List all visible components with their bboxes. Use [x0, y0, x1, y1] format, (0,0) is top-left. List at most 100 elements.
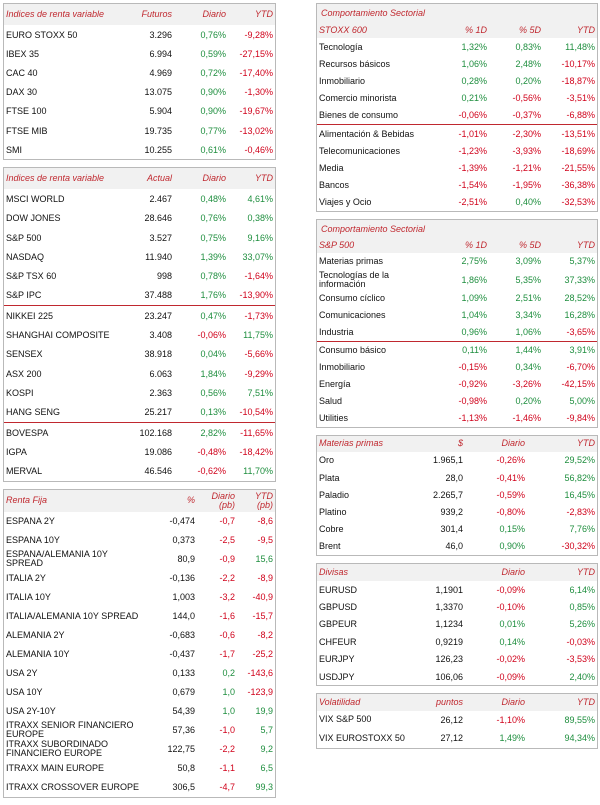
row-value: 33,07% [242, 251, 273, 262]
column-header: YTD (pb) [255, 491, 273, 510]
column-header: Índices de renta variable [6, 174, 105, 184]
row-label: FTSE 100 [6, 106, 47, 117]
row-label: SMI [6, 144, 23, 155]
row-value: -0,48% [197, 446, 226, 457]
row-value: 11,75% [243, 330, 273, 341]
table-row: Recursos básicos 1,06% 2,48% -10,17% [317, 55, 597, 72]
section-title: Comportamiento Sectorial [317, 219, 597, 238]
row-value: 1,0 [222, 706, 235, 717]
row-value: 3,34% [515, 310, 541, 321]
row-value: -0,37% [512, 110, 541, 121]
row-label: USA 2Y-10Y [6, 706, 56, 716]
row-value: 89,55% [564, 714, 595, 725]
row-value: -1,95% [512, 180, 541, 191]
row-label: ESPAÑA 10Y [6, 535, 60, 545]
column-header: % 1D [464, 240, 487, 250]
row-label: VIX EUROSTOXX 50 [319, 733, 405, 743]
row-label: ITALIA 2Y [6, 573, 46, 583]
column-header: YTD [577, 25, 595, 35]
table-row: Inmobiliario -0,15% 0,34% -6,70% [317, 359, 597, 376]
row-label: Tecnología [319, 41, 363, 52]
row-label: Telecomunicaciones [319, 145, 401, 156]
row-label: Inmobiliario [319, 362, 366, 372]
row-value: 3.296 [149, 29, 172, 40]
row-value: 0,47% [200, 310, 226, 321]
column-header: $ [457, 439, 463, 449]
row-label: KOSPI [6, 387, 34, 398]
table-header: Índices de renta variable Futuros Diario YT… [4, 4, 275, 25]
row-label: DOW JONES [6, 213, 61, 224]
column-header: Futuros [141, 10, 172, 19]
fx-table: Divisas Diario YTD EURUSD 1,1901 -0,09% 6,14% G… [316, 563, 598, 687]
row-value: -19,67% [239, 106, 273, 117]
row-value: -0,06% [197, 330, 226, 341]
row-label: Consumo básico [319, 345, 387, 355]
row-label: NIKKEI 225 [6, 310, 54, 321]
row-label: ITRAXX SUBORDINADO FINANCIERO EUROPE [6, 740, 109, 759]
table-row: ALEMANIA 10Y -0,437 -1,7 -25,2 [4, 645, 275, 664]
table-row: S&P IPC 37.488 1,76% -13,90% [4, 286, 275, 305]
row-value: 16,28% [564, 310, 595, 321]
table-row: Materias primas 2,75% 3,09% 5,37% [317, 253, 597, 270]
column-header: Diario [501, 568, 525, 577]
row-label: VIX S&P 500 [319, 715, 372, 725]
table-row: Consumo básico 0,11% 1,44% 3,91% [317, 340, 597, 359]
row-value: -0,03% [566, 636, 595, 647]
table-row: Telecomunicaciones -1,23% -3,93% -18,69% [317, 142, 597, 159]
table-row: SENSEX 38.918 0,04% -5,66% [4, 345, 275, 364]
row-value: 0,21% [461, 93, 487, 104]
row-value: 1,39% [200, 251, 226, 262]
row-value: 122,75 [167, 744, 195, 755]
row-value: 5,37% [569, 256, 595, 267]
column-header: Actual [146, 174, 172, 184]
row-value: 0,72% [200, 67, 226, 78]
table-row: FTSE 100 5.904 0,90% -19,67% [4, 102, 275, 121]
row-label: GBPEUR [319, 619, 358, 630]
row-label: ITRAXX MAIN EUROPE [6, 763, 105, 773]
row-value: 56,82% [564, 472, 595, 483]
row-value: 0,76% [200, 213, 226, 224]
row-value: 6.063 [149, 368, 172, 379]
indices-table: Índices de renta variable Actual Diario YTD… [3, 167, 276, 482]
row-value: -9,84% [566, 413, 595, 424]
row-value: 0,90% [200, 87, 226, 98]
table-row: USA 2Y 0,133 0,2 -143,6 [4, 664, 275, 683]
row-label: BOVESPA [6, 427, 49, 438]
row-label: Brent [319, 541, 341, 552]
row-value: -40,9 [252, 592, 273, 603]
row-value: 9,16% [247, 232, 273, 243]
row-value: 0,85% [569, 602, 595, 613]
table-row: ESPAÑA 2Y -0,474 -0,7 -8,6 [4, 512, 275, 531]
row-value: 1,06% [461, 58, 487, 69]
row-value: -1,01% [458, 128, 487, 139]
table-row: USA 10Y 0,679 1,0 -123,9 [4, 683, 275, 702]
row-value: -0,7 [219, 516, 235, 527]
row-value: 2,51% [515, 293, 541, 304]
row-value: -18,42% [239, 446, 273, 457]
row-value: 0,61% [200, 144, 226, 155]
table-row: Bancos -1,54% -1,95% -36,38% [317, 177, 597, 194]
row-value: -0,09% [496, 671, 525, 682]
row-value: -9,29% [244, 368, 273, 379]
row-value: 0,56% [200, 387, 226, 398]
table-row: DAX 30 13.075 0,90% -1,30% [4, 83, 275, 102]
row-value: -1,46% [512, 413, 541, 424]
row-value: 106,06 [435, 671, 463, 682]
column-header: % 1D [464, 25, 487, 35]
row-value: 126,23 [435, 654, 463, 665]
table-row: Comercio minorista 0,21% -0,56% -3,51% [317, 90, 597, 107]
row-value: -143,6 [247, 668, 273, 679]
table-row: MERVAL 46.546 -0,62% 11,70% [4, 461, 275, 480]
row-value: 2.467 [149, 193, 172, 204]
row-label: MERVAL [6, 466, 43, 477]
table-row: Media -1,39% -1,21% -21,55% [317, 159, 597, 176]
row-label: S&P TSX 60 [6, 271, 57, 282]
section-title: Comportamiento Sectorial [317, 4, 597, 22]
row-label: Bancos [319, 180, 350, 191]
row-label: Tecnologías de la información [319, 270, 390, 289]
table-row: EURJPY 126,23 -0,02% -3,53% [317, 651, 597, 668]
row-value: -21,55% [561, 162, 595, 173]
row-value: -3,26% [512, 379, 541, 390]
row-value: -13,02% [239, 125, 273, 136]
column-header: Diario [202, 174, 226, 184]
